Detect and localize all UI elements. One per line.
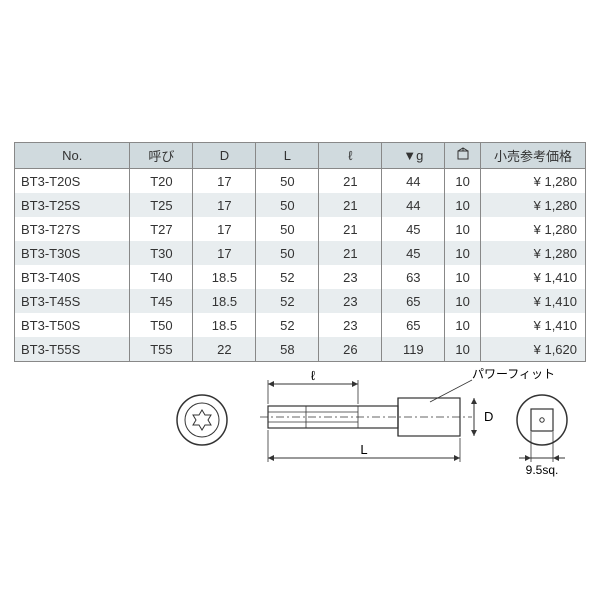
- box-icon: [456, 147, 470, 161]
- cell-no: BT3-T25S: [15, 193, 130, 217]
- cell-yobi: T25: [130, 193, 193, 217]
- dim-ell-label: ℓ: [311, 368, 316, 383]
- cell-no: BT3-T40S: [15, 265, 130, 289]
- cell-d: 17: [193, 241, 256, 265]
- cell-ell: 23: [319, 289, 382, 313]
- cell-price: ¥ 1,280: [480, 193, 585, 217]
- cell-no: BT3-T55S: [15, 337, 130, 362]
- col-box: [445, 143, 481, 169]
- cell-l: 52: [256, 313, 319, 337]
- col-price: 小売参考価格: [480, 143, 585, 169]
- cell-d: 17: [193, 193, 256, 217]
- cell-no: BT3-T30S: [15, 241, 130, 265]
- table-row: BT3-T20ST201750214410¥ 1,280: [15, 169, 586, 194]
- table-row: BT3-T50ST5018.552236510¥ 1,410: [15, 313, 586, 337]
- dimension-diagram: ℓ L D パワーフィット: [172, 360, 592, 490]
- power-fit-label: パワーフィット: [430, 367, 555, 402]
- cell-g: 63: [382, 265, 445, 289]
- cell-yobi: T20: [130, 169, 193, 194]
- cell-g: 45: [382, 217, 445, 241]
- cell-ell: 23: [319, 313, 382, 337]
- table-row: BT3-T27ST271750214510¥ 1,280: [15, 217, 586, 241]
- cell-no: BT3-T27S: [15, 217, 130, 241]
- col-g: ▼g: [382, 143, 445, 169]
- cell-l: 58: [256, 337, 319, 362]
- svg-text:パワーフィット: パワーフィット: [472, 367, 555, 381]
- cell-yobi: T40: [130, 265, 193, 289]
- table-row: BT3-T40ST4018.552236310¥ 1,410: [15, 265, 586, 289]
- cell-no: BT3-T45S: [15, 289, 130, 313]
- cell-no: BT3-T20S: [15, 169, 130, 194]
- cell-d: 17: [193, 169, 256, 194]
- cell-price: ¥ 1,410: [480, 313, 585, 337]
- cell-no: BT3-T50S: [15, 313, 130, 337]
- cell-ell: 21: [319, 193, 382, 217]
- end-view-right-icon: [517, 395, 567, 445]
- table-row: BT3-T55ST5522582611910¥ 1,620: [15, 337, 586, 362]
- cell-box: 10: [445, 193, 481, 217]
- cell-yobi: T27: [130, 217, 193, 241]
- cell-price: ¥ 1,410: [480, 265, 585, 289]
- col-no: No.: [15, 143, 130, 169]
- dim-sq-label: 9.5sq.: [526, 463, 559, 477]
- spec-table: No. 呼び D L ℓ ▼g 小売参考価格 BT3-T20ST20175021…: [14, 142, 586, 362]
- dim-L-label: L: [360, 442, 367, 457]
- cell-d: 18.5: [193, 289, 256, 313]
- dim-ell: ℓ: [268, 368, 358, 404]
- table-row: BT3-T30ST301750214510¥ 1,280: [15, 241, 586, 265]
- cell-ell: 26: [319, 337, 382, 362]
- cell-box: 10: [445, 289, 481, 313]
- cell-l: 50: [256, 217, 319, 241]
- cell-d: 18.5: [193, 313, 256, 337]
- cell-g: 45: [382, 241, 445, 265]
- cell-l: 50: [256, 169, 319, 194]
- dim-D-label: D: [484, 409, 493, 424]
- cell-yobi: T55: [130, 337, 193, 362]
- cell-d: 22: [193, 337, 256, 362]
- cell-l: 50: [256, 193, 319, 217]
- cell-g: 44: [382, 169, 445, 194]
- col-d: D: [193, 143, 256, 169]
- cell-d: 17: [193, 217, 256, 241]
- cell-g: 119: [382, 337, 445, 362]
- cell-ell: 21: [319, 241, 382, 265]
- cell-box: 10: [445, 265, 481, 289]
- cell-box: 10: [445, 313, 481, 337]
- cell-g: 65: [382, 313, 445, 337]
- table-row: BT3-T25ST251750214410¥ 1,280: [15, 193, 586, 217]
- cell-yobi: T50: [130, 313, 193, 337]
- cell-d: 18.5: [193, 265, 256, 289]
- cell-price: ¥ 1,280: [480, 169, 585, 194]
- table-body: BT3-T20ST201750214410¥ 1,280BT3-T25ST251…: [15, 169, 586, 362]
- cell-g: 44: [382, 193, 445, 217]
- table-row: BT3-T45ST4518.552236510¥ 1,410: [15, 289, 586, 313]
- side-profile-icon: [260, 398, 472, 436]
- end-view-left-icon: [177, 395, 227, 445]
- cell-l: 50: [256, 241, 319, 265]
- header-row: No. 呼び D L ℓ ▼g 小売参考価格: [15, 143, 586, 169]
- dim-D: D: [471, 398, 493, 436]
- col-l: L: [256, 143, 319, 169]
- cell-yobi: T30: [130, 241, 193, 265]
- cell-l: 52: [256, 289, 319, 313]
- col-ell: ℓ: [319, 143, 382, 169]
- cell-box: 10: [445, 337, 481, 362]
- col-yobi: 呼び: [130, 143, 193, 169]
- cell-price: ¥ 1,280: [480, 217, 585, 241]
- cell-ell: 23: [319, 265, 382, 289]
- cell-l: 52: [256, 265, 319, 289]
- dim-L: L: [268, 430, 460, 462]
- cell-ell: 21: [319, 217, 382, 241]
- cell-price: ¥ 1,620: [480, 337, 585, 362]
- cell-ell: 21: [319, 169, 382, 194]
- spec-table-container: No. 呼び D L ℓ ▼g 小売参考価格 BT3-T20ST20175021…: [14, 142, 586, 362]
- cell-box: 10: [445, 241, 481, 265]
- cell-box: 10: [445, 217, 481, 241]
- cell-box: 10: [445, 169, 481, 194]
- cell-yobi: T45: [130, 289, 193, 313]
- cell-g: 65: [382, 289, 445, 313]
- cell-price: ¥ 1,280: [480, 241, 585, 265]
- cell-price: ¥ 1,410: [480, 289, 585, 313]
